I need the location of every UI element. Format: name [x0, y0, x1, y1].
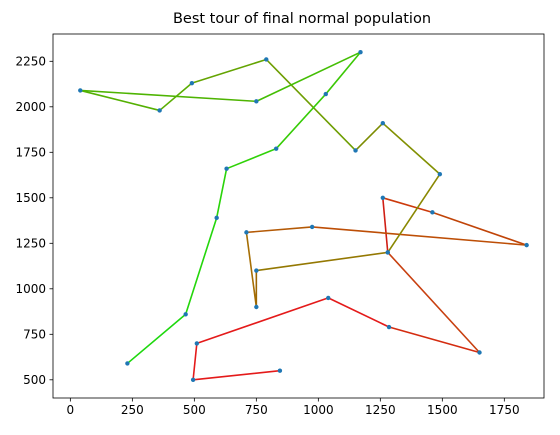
x-tick-label: 1750 — [489, 403, 520, 417]
city-point — [183, 312, 188, 317]
tour-segment — [327, 297, 390, 328]
y-tick-label: 1750 — [15, 146, 46, 160]
city-point — [264, 57, 269, 62]
city-point — [380, 120, 386, 126]
city-point — [78, 88, 83, 93]
city-point — [254, 99, 259, 104]
y-tick-label: 750 — [23, 328, 46, 342]
axes-background — [53, 34, 544, 398]
city-point — [437, 171, 443, 177]
tour-segment — [431, 211, 528, 246]
tour-segment — [245, 226, 313, 234]
x-tick-label: 1500 — [427, 403, 458, 417]
city-point — [353, 148, 358, 153]
tour-segment — [196, 297, 330, 345]
tour-segment — [126, 313, 187, 365]
y-axis: 500 750 1000 1250 1500 1750 2000 2250 — [15, 55, 53, 387]
tour-segment — [245, 231, 258, 308]
city-point — [358, 50, 363, 55]
x-axis: 0 250 500 750 1000 1250 1500 1750 — [67, 398, 520, 417]
tour-segment — [324, 51, 362, 95]
tour-segment — [382, 197, 434, 214]
city-point — [254, 304, 259, 310]
tour-segment — [354, 122, 384, 152]
tour-segment — [255, 251, 389, 272]
city-point — [214, 215, 219, 221]
city-point — [323, 91, 328, 97]
tour-segment — [265, 58, 357, 152]
city-point — [277, 368, 283, 373]
x-tick-label: 1000 — [303, 403, 334, 417]
y-tick-label: 500 — [23, 373, 46, 387]
tour-segment — [255, 51, 362, 103]
tour-segment — [184, 217, 218, 316]
city-point — [309, 224, 315, 230]
city-point — [125, 361, 130, 366]
tour-segment — [382, 197, 389, 254]
x-tick-label: 1250 — [365, 403, 396, 417]
tour-segment — [386, 173, 441, 254]
tour-segments — [79, 51, 528, 381]
y-tick-label: 2000 — [15, 100, 46, 114]
city-point — [385, 250, 390, 255]
city-point — [380, 195, 386, 200]
y-tick-label: 2250 — [15, 55, 46, 69]
x-tick-label: 0 — [67, 403, 75, 417]
tour-segment — [388, 326, 481, 354]
city-point — [224, 166, 229, 171]
city-point — [326, 295, 331, 301]
city-point — [430, 210, 435, 215]
tour-segment — [386, 251, 481, 354]
city-point — [477, 350, 482, 355]
x-tick-label: 250 — [121, 403, 144, 417]
tour-segment — [225, 147, 277, 170]
y-tick-label: 1000 — [15, 282, 46, 296]
city-point — [386, 324, 392, 330]
tour-points — [78, 50, 529, 382]
city-point — [524, 242, 529, 248]
axes-frame — [52, 33, 545, 399]
tour-segment — [79, 89, 258, 103]
tour-segment — [311, 226, 528, 246]
tour-segment — [275, 93, 327, 150]
plot-area — [52, 33, 545, 399]
city-point — [273, 146, 279, 151]
tour-segment — [191, 58, 268, 84]
city-point — [254, 268, 259, 273]
x-tick-label: 500 — [183, 403, 206, 417]
y-tick-label: 1500 — [15, 191, 46, 205]
x-tick-label: 750 — [245, 403, 268, 417]
chart-title: Best tour of final normal population — [173, 11, 431, 27]
y-tick-label: 1250 — [15, 237, 46, 251]
tour-segment — [382, 122, 441, 175]
tour-segment — [215, 167, 228, 219]
city-point — [189, 80, 195, 86]
city-point — [190, 377, 196, 382]
city-point — [244, 230, 249, 235]
city-point — [157, 108, 162, 113]
tour-segment — [192, 369, 281, 381]
tour-segment — [79, 89, 161, 112]
tour-segment — [192, 342, 198, 381]
city-point — [194, 341, 200, 346]
